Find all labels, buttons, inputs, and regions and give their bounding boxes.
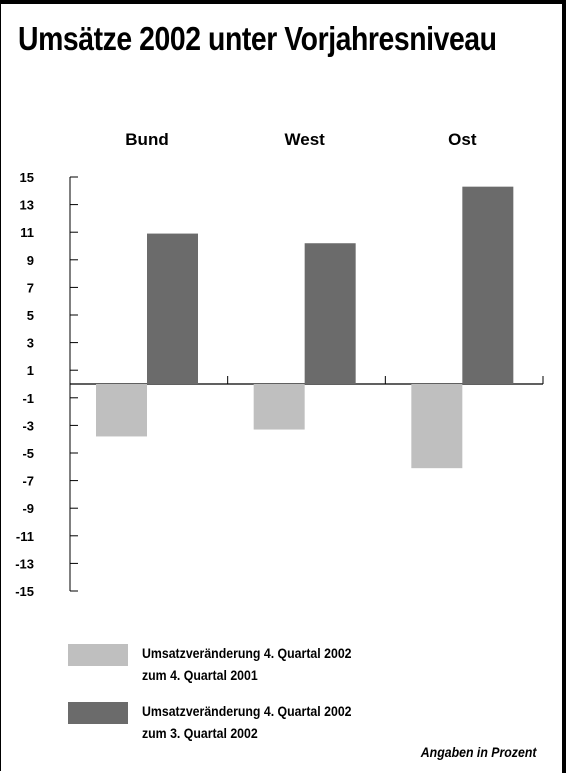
bar-series-1-ost <box>411 384 463 469</box>
category-label-ost: Ost <box>448 130 477 149</box>
y-tick-label: 9 <box>27 253 34 268</box>
y-tick-label: -5 <box>22 446 34 461</box>
bar-series-2-west <box>304 243 356 384</box>
category-labels: Bund West Ost <box>125 130 477 149</box>
y-tick-label: -15 <box>15 584 34 599</box>
y-tick-label: 11 <box>20 225 34 240</box>
category-label-west: West <box>285 130 326 149</box>
bar-series-2-ost <box>462 186 514 384</box>
y-tick-label: 1 <box>27 363 34 378</box>
frame-right-border <box>562 0 566 773</box>
y-tick-label: -7 <box>22 474 34 489</box>
unit-note: Angaben in Prozent <box>420 744 536 760</box>
legend-swatch-series-2 <box>68 702 128 724</box>
y-tick-label: 13 <box>20 198 34 213</box>
legend-label-series-1-line1: Umsatzveränderung 4. Quartal 2002 <box>142 645 352 661</box>
y-tick-label: 5 <box>27 308 34 323</box>
legend-label-series-1-line2: zum 4. Quartal 2001 <box>142 667 258 683</box>
y-tick-label: -1 <box>22 391 34 406</box>
chart-title: Umsätze 2002 unter Vorjahresniveau <box>18 20 497 57</box>
bars <box>96 186 514 469</box>
legend-label-series-2-line1: Umsatzveränderung 4. Quartal 2002 <box>142 703 352 719</box>
legend-label-series-2-line2: zum 3. Quartal 2002 <box>142 725 258 741</box>
y-tick-label: -9 <box>22 501 34 516</box>
y-tick-label: -3 <box>22 418 34 433</box>
y-tick-label: -13 <box>15 556 34 571</box>
y-tick-label: 3 <box>27 336 34 351</box>
bar-series-2-bund <box>147 233 198 384</box>
y-tick-label: 15 <box>20 170 34 185</box>
legend-item-series-2: Umsatzveränderung 4. Quartal 2002 zum 3.… <box>68 700 380 744</box>
y-tick-label: -11 <box>16 529 34 544</box>
category-label-bund: Bund <box>125 130 168 149</box>
y-axis: 15 13 11 9 7 5 3 1 -1 -3 -5 -7 -9 -11 -13 -15 <box>15 170 78 599</box>
bar-series-1-bund <box>96 384 147 437</box>
y-tick-label: 7 <box>27 280 34 295</box>
bar-series-1-west <box>253 384 305 430</box>
legend-item-series-1: Umsatzveränderung 4. Quartal 2002 zum 4.… <box>68 642 380 686</box>
bar-chart: Bund West Ost 15 13 11 9 7 5 3 1 -1 -3 -5 -7 -9 -11 -13 -… <box>15 130 544 599</box>
legend-swatch-series-1 <box>68 644 128 666</box>
frame-top-border <box>0 0 566 4</box>
